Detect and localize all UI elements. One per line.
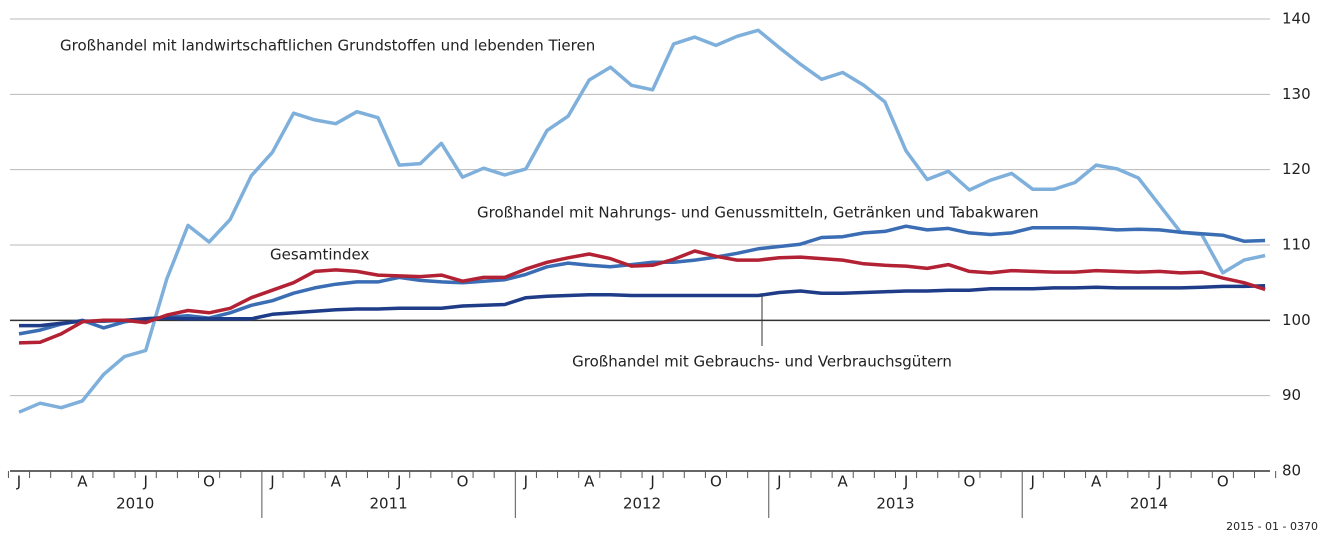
- x-tick-label: O: [710, 473, 722, 491]
- year-label: 2013: [876, 495, 914, 513]
- series-label: Großhandel mit landwirtschaftlichen Grun…: [60, 37, 595, 55]
- x-tick-label: J: [143, 473, 148, 491]
- series-label: Großhandel mit Nahrungs- und Genussmitte…: [477, 204, 1039, 222]
- x-tick-label: A: [584, 473, 595, 491]
- x-tick-label: A: [838, 473, 849, 491]
- y-tick-label: 110: [1282, 236, 1311, 254]
- x-tick-label: A: [77, 473, 88, 491]
- source-code: 2015 - 01 - 0370: [1226, 520, 1318, 533]
- x-tick-label: O: [1217, 473, 1229, 491]
- series-label: Großhandel mit Gebrauchs- und Verbrauchs…: [572, 353, 952, 371]
- x-tick-label: O: [963, 473, 975, 491]
- year-label: 2011: [370, 495, 408, 513]
- x-tick-label: A: [331, 473, 342, 491]
- y-tick-label: 80: [1282, 462, 1301, 480]
- x-tick-label: A: [1091, 473, 1102, 491]
- x-tick-label: J: [1030, 473, 1035, 491]
- series-line: [18, 28, 1266, 414]
- y-tick-label: 140: [1282, 10, 1311, 28]
- series-line: [18, 249, 1266, 345]
- x-tick-label: J: [16, 473, 21, 491]
- x-tick-label: J: [776, 473, 781, 491]
- y-tick-label: 130: [1282, 85, 1311, 103]
- x-tick-label: J: [396, 473, 401, 491]
- year-label: 2012: [623, 495, 661, 513]
- x-tick-label: O: [203, 473, 215, 491]
- x-tick-label: O: [457, 473, 469, 491]
- series-label: Gesamtindex: [270, 246, 370, 264]
- y-tick-label: 90: [1282, 386, 1301, 404]
- x-tick-label: J: [903, 473, 908, 491]
- series-line: [19, 283, 1266, 328]
- y-tick-label: 100: [1282, 311, 1311, 329]
- y-tick-label: 120: [1282, 160, 1311, 178]
- series-line: [18, 224, 1266, 336]
- x-tick-label: J: [1156, 473, 1161, 491]
- year-label: 2010: [116, 495, 154, 513]
- x-tick-label: J: [523, 473, 528, 491]
- x-tick-label: J: [269, 473, 274, 491]
- x-tick-label: J: [649, 473, 654, 491]
- year-label: 2014: [1130, 495, 1168, 513]
